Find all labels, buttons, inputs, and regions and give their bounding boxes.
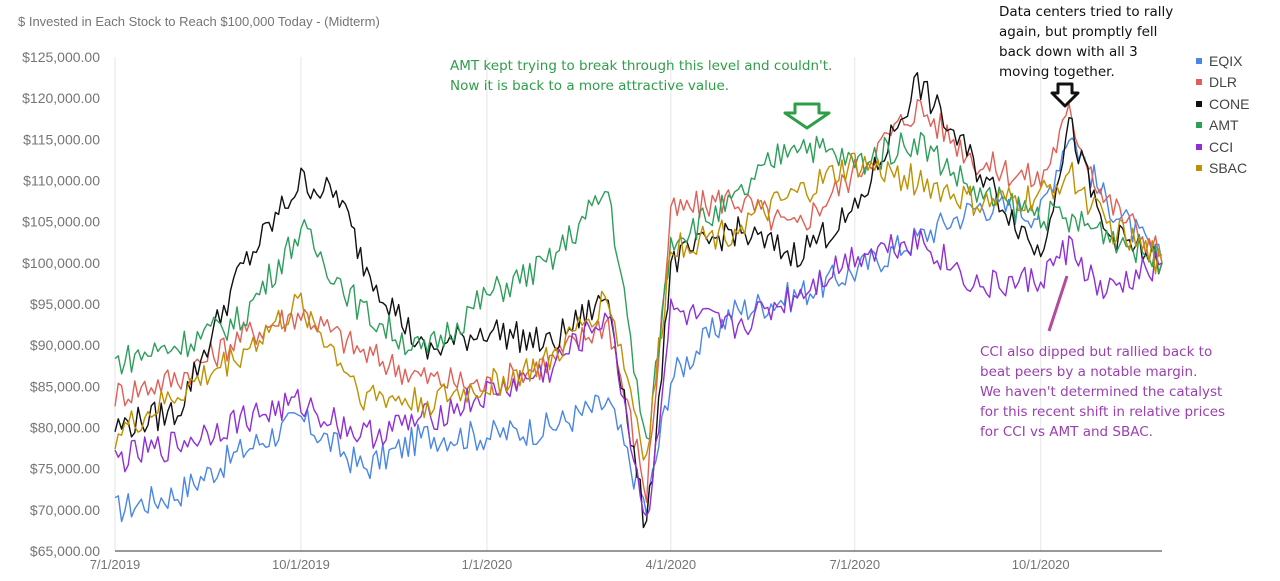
cci-annotation-line: for this recent shift in relative prices — [980, 404, 1226, 420]
black-down-arrow-shape — [1050, 82, 1080, 108]
cci-pointer-line — [1047, 275, 1069, 332]
legend-item-cone[interactable]: CONE — [1196, 93, 1249, 115]
cci-annotation-line: beat peers by a notable margin. — [980, 364, 1198, 380]
annotation-marks — [783, 82, 1080, 332]
y-tick-label: $120,000.00 — [22, 90, 100, 106]
legend-swatch — [1196, 143, 1202, 150]
datacenter-annotation: Data centers tried to rally again, but p… — [999, 2, 1199, 82]
series-line-eqix — [114, 137, 1163, 523]
chart-title: $ Invested in Each Stock to Reach $100,0… — [18, 14, 380, 29]
y-axis: $65,000.00 $70,000.00 $75,000.00 $80,000.00… — [22, 49, 100, 559]
gridlines — [114, 57, 1042, 551]
y-tick-label: $105,000.00 — [22, 214, 100, 230]
datacenter-annotation-line: again, but promptly fell — [999, 24, 1158, 40]
legend-swatch — [1196, 100, 1202, 107]
amt-annotation: AMT kept trying to break through this le… — [450, 56, 832, 96]
y-tick-label: $80,000.00 — [30, 420, 100, 436]
y-tick-label: $90,000.00 — [30, 337, 100, 353]
legend-label: AMT — [1209, 117, 1239, 134]
series-lines — [114, 71, 1163, 529]
legend-item-eqix[interactable]: EQIX — [1196, 50, 1249, 72]
y-tick-label: $75,000.00 — [30, 461, 100, 477]
legend-label: CONE — [1209, 95, 1250, 112]
y-tick-label: $70,000.00 — [30, 502, 100, 518]
legend-item-amt[interactable]: AMT — [1196, 115, 1249, 137]
amt-annotation-line: AMT kept trying to break through this le… — [450, 58, 833, 74]
legend-swatch — [1196, 165, 1202, 172]
y-tick-label: $115,000.00 — [23, 131, 100, 147]
legend-label: SBAC — [1209, 160, 1248, 177]
cci-annotation-line: We haven't determined the catalyst — [980, 384, 1223, 400]
series-line-amt — [114, 131, 1163, 440]
cci-annotation-line: for CCI vs AMT and SBAC. — [980, 424, 1153, 440]
legend: EQIX DLR CONE AMT CCI SBAC — [1196, 50, 1249, 179]
legend-swatch — [1196, 57, 1202, 64]
datacenter-annotation-line: moving together. — [999, 64, 1115, 80]
y-tick-label: $100,000.00 — [22, 255, 100, 271]
y-tick-label: $95,000.00 — [30, 296, 100, 312]
legend-item-dlr[interactable]: DLR — [1196, 72, 1249, 94]
x-tick-label: 10/1/2019 — [272, 557, 330, 572]
legend-item-sbac[interactable]: SBAC — [1196, 158, 1249, 180]
y-tick-label: $65,000.00 — [30, 543, 100, 559]
x-tick-label: 1/1/2020 — [462, 557, 513, 572]
x-tick-label: 4/1/2020 — [646, 557, 697, 572]
amt-annotation-line: Now it is back to a more attractive valu… — [450, 78, 730, 94]
x-tick-label: 10/1/2020 — [1012, 557, 1070, 572]
legend-item-cci[interactable]: CCI — [1196, 136, 1249, 158]
legend-label: EQIX — [1209, 52, 1243, 69]
legend-label: DLR — [1209, 74, 1238, 91]
series-line-cone — [114, 71, 1163, 529]
black-down-arrow — [1050, 82, 1080, 108]
green-down-arrow — [783, 102, 831, 130]
cci-annotation-line: CCI also dipped but rallied back to — [980, 344, 1213, 360]
y-tick-label: $125,000.00 — [22, 49, 100, 65]
datacenter-annotation-line: Data centers tried to rally — [999, 4, 1174, 20]
legend-label: CCI — [1209, 138, 1234, 155]
series-line-cci — [114, 229, 1163, 517]
x-tick-label: 7/1/2020 — [829, 557, 880, 572]
legend-swatch — [1196, 79, 1202, 86]
legend-swatch — [1196, 122, 1202, 129]
y-tick-label: $85,000.00 — [30, 378, 100, 394]
green-down-arrow-shape — [783, 102, 831, 130]
x-tick-label: 7/1/2019 — [90, 557, 141, 572]
x-axis: 7/1/2019 10/1/2019 1/1/2020 4/1/2020 7/1/202… — [90, 550, 1162, 572]
y-tick-label: $110,000.00 — [23, 173, 100, 189]
series-line-sbac — [114, 152, 1163, 461]
cci-annotation: CCI also dipped but rallied back to beat… — [980, 342, 1250, 442]
datacenter-annotation-line: back down with all 3 — [999, 44, 1138, 60]
